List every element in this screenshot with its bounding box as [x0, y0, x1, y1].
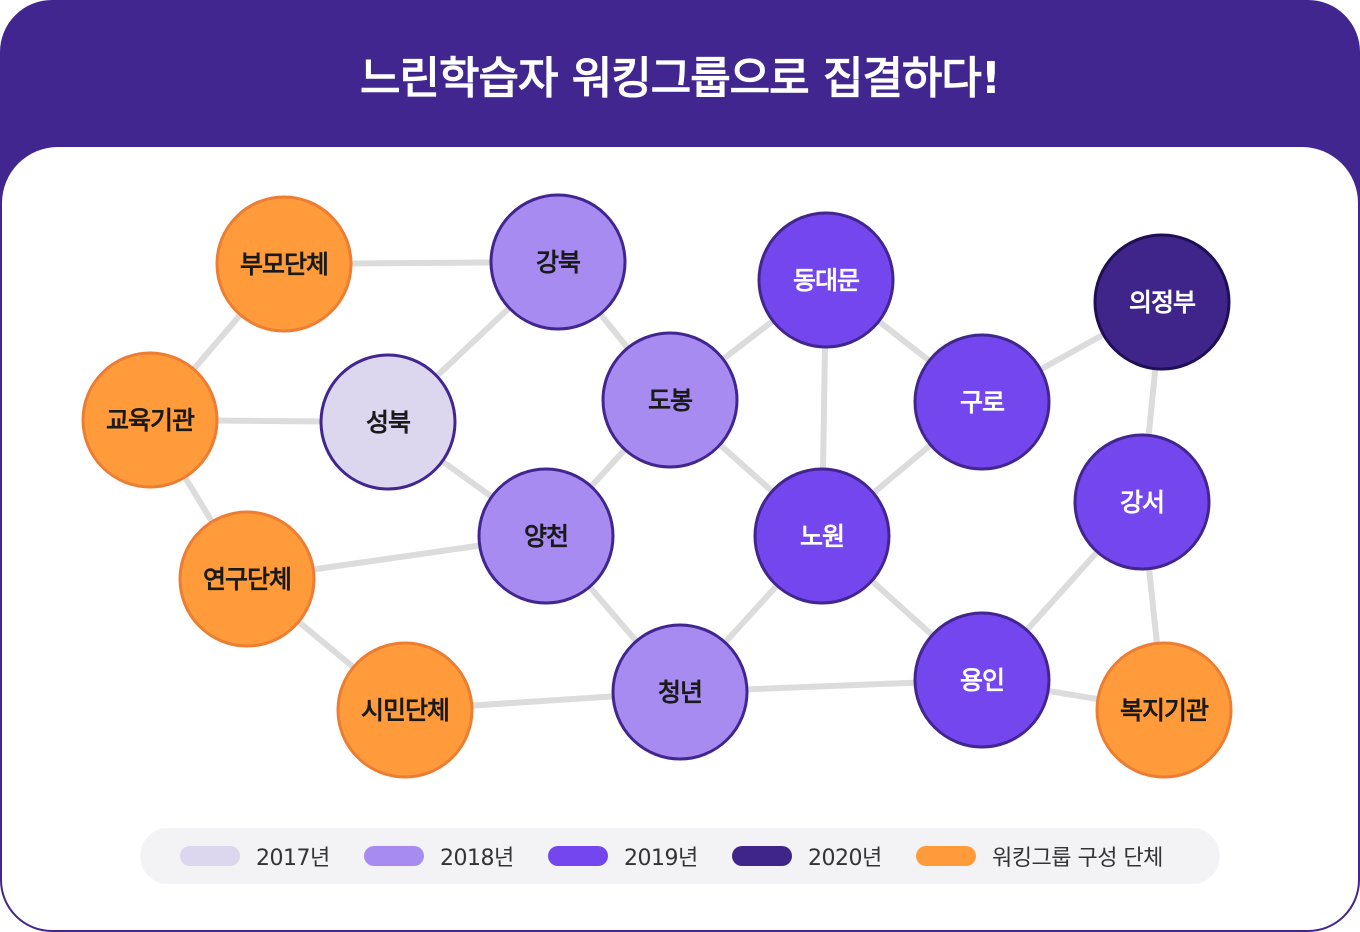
node-gangseo: 강서	[1073, 433, 1211, 571]
node-circle-gangseo	[1073, 433, 1211, 571]
node-circle-yeongu	[178, 510, 316, 648]
node-label-seongbuk: 성북	[366, 408, 411, 437]
node-circle-yangcheon	[477, 467, 615, 605]
node-yongin: 용인	[913, 611, 1051, 749]
node-circle-yongin	[913, 611, 1051, 749]
node-uijeongbu: 의정부	[1093, 233, 1231, 371]
node-dobong: 도봉	[601, 331, 739, 469]
legend-item-group: 워킹그룹 구성 단체	[916, 828, 1163, 884]
node-circle-cheongnyeon	[611, 623, 749, 761]
node-circle-dobong	[601, 331, 739, 469]
page-title: 느린학습자 워킹그룹으로 집결하다!	[360, 53, 1001, 104]
node-circle-seongbuk	[319, 353, 457, 491]
legend-swatch-2018	[364, 846, 424, 866]
node-circle-guro	[913, 333, 1051, 471]
node-yeongu: 연구단체	[178, 510, 316, 648]
legend-label-2020: 2020년	[808, 846, 882, 871]
node-bumo: 부모단체	[215, 195, 353, 333]
node-gyoyuk: 교육기관	[81, 351, 219, 489]
node-circle-bumo	[215, 195, 353, 333]
node-simin: 시민단체	[336, 641, 474, 779]
node-bokji: 복지기관	[1095, 641, 1233, 779]
node-label-bokji: 복지기관	[1120, 696, 1209, 725]
node-label-yongin: 용인	[960, 666, 1004, 695]
node-yangcheon: 양천	[477, 467, 615, 605]
legend-swatch-2020	[732, 846, 792, 866]
legend-item-2018: 2018년	[364, 828, 514, 884]
node-label-dongdaemun: 동대문	[793, 266, 860, 295]
node-label-dobong: 도봉	[648, 386, 693, 415]
node-guro: 구로	[913, 333, 1051, 471]
node-label-uijeongbu: 의정부	[1129, 288, 1196, 317]
legend: 2017년 2018년 2019년 2020년 워킹그룹 구성 단체	[140, 828, 1220, 884]
legend-label-2017: 2017년	[256, 846, 330, 871]
legend-label-group: 워킹그룹 구성 단체	[992, 846, 1163, 871]
node-label-simin: 시민단체	[361, 696, 449, 725]
node-label-guro: 구로	[960, 388, 1005, 417]
node-circle-bokji	[1095, 641, 1233, 779]
node-circle-nowon	[753, 467, 891, 605]
node-circle-dongdaemun	[757, 211, 895, 349]
node-seongbuk: 성북	[319, 353, 457, 491]
node-cheongnyeon: 청년	[611, 623, 749, 761]
node-gangbuk: 강북	[489, 193, 627, 331]
node-dongdaemun: 동대문	[757, 211, 895, 349]
node-label-gangbuk: 강북	[536, 248, 581, 277]
node-label-yangcheon: 양천	[524, 522, 568, 551]
legend-label-2018: 2018년	[440, 846, 514, 871]
legend-item-2019: 2019년	[548, 828, 698, 884]
legend-item-2017: 2017년	[180, 828, 330, 884]
legend-swatch-group	[916, 846, 976, 866]
node-circle-gyoyuk	[81, 351, 219, 489]
node-label-yeongu: 연구단체	[203, 565, 291, 594]
node-label-gangseo: 강서	[1120, 488, 1164, 517]
legend-swatch-2017	[180, 846, 240, 866]
node-circle-simin	[336, 641, 474, 779]
node-circle-gangbuk	[489, 193, 627, 331]
legend-label-2019: 2019년	[624, 846, 698, 871]
node-label-bumo: 부모단체	[240, 250, 328, 279]
node-nowon: 노원	[753, 467, 891, 605]
legend-item-2020: 2020년	[732, 828, 882, 884]
legend-swatch-2019	[548, 846, 608, 866]
node-label-gyoyuk: 교육기관	[106, 406, 195, 435]
node-label-nowon: 노원	[800, 522, 844, 551]
node-label-cheongnyeon: 청년	[658, 678, 702, 707]
node-circle-uijeongbu	[1093, 233, 1231, 371]
